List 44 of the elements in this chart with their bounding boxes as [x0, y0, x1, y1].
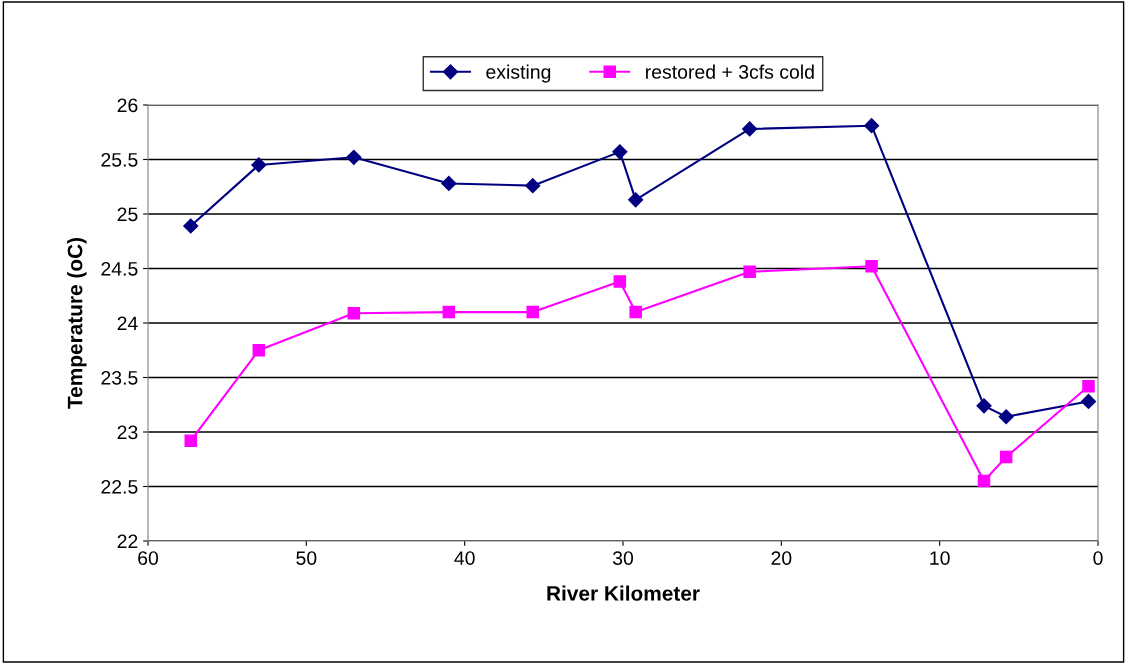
x-tick-label: 20	[771, 551, 792, 565]
point	[526, 305, 540, 319]
y-axis-title: Temperature (oC)	[67, 237, 87, 409]
point	[1082, 379, 1095, 393]
point	[183, 218, 199, 234]
point	[628, 192, 644, 208]
y-tick-label: 25	[117, 207, 138, 222]
point	[613, 275, 627, 288]
x-tick-label: 10	[930, 551, 950, 565]
legend-label: existing	[486, 64, 551, 83]
y-tick-label: 22	[117, 534, 138, 549]
point	[612, 144, 628, 160]
point	[864, 118, 880, 134]
x-tick-label: 50	[296, 551, 317, 565]
y-tick-label: 25.5	[101, 152, 138, 167]
point	[743, 265, 756, 279]
x-tick-label: 40	[454, 551, 475, 565]
y-tick-label: 24.5	[101, 261, 138, 276]
point	[1080, 393, 1097, 410]
x-tick-label: 0	[1093, 551, 1103, 565]
y-tick-label: 24	[117, 316, 138, 331]
point	[865, 260, 878, 273]
x-axis-title: River Kilometer	[547, 585, 700, 601]
point	[251, 157, 267, 173]
x-tick-label: 60	[138, 551, 159, 565]
point	[184, 434, 198, 447]
point	[252, 343, 266, 357]
x-tick-label: 30	[612, 551, 634, 565]
legend-label: restored + 3cfs cold	[646, 64, 814, 79]
point	[346, 149, 362, 165]
point	[441, 175, 457, 192]
point	[347, 306, 361, 320]
point	[525, 178, 541, 194]
point	[442, 305, 456, 319]
point	[742, 121, 758, 137]
y-tick-label: 26	[117, 98, 138, 113]
y-tick-label: 23.5	[101, 370, 138, 385]
point	[998, 409, 1014, 425]
point	[976, 398, 992, 414]
y-tick-label: 22.5	[101, 479, 138, 494]
point	[977, 474, 991, 488]
y-tick-label: 23	[117, 425, 138, 440]
point	[999, 450, 1013, 464]
point	[629, 305, 642, 319]
